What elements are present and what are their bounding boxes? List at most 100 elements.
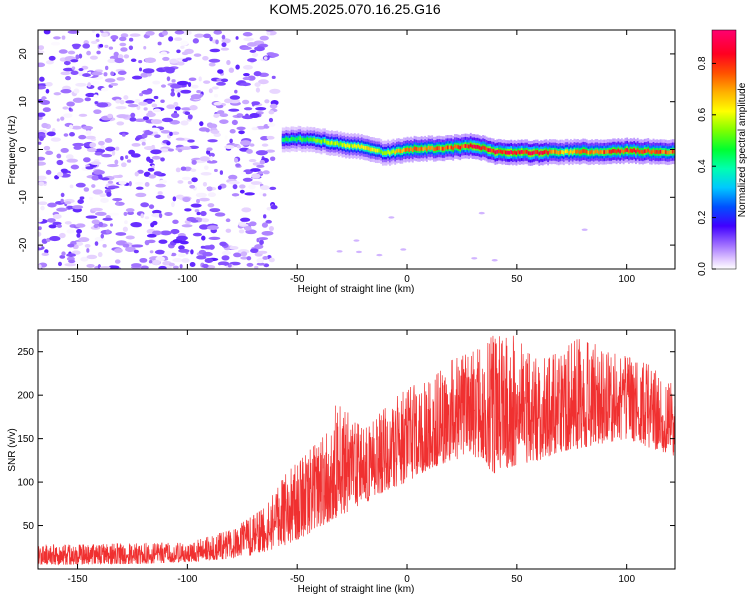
snr-x-tick-label: 0 — [404, 574, 410, 585]
noise-speckle — [38, 115, 43, 121]
noise-speckle — [71, 66, 76, 70]
noise-speckle — [104, 137, 113, 143]
noise-speckle — [149, 250, 154, 254]
noise-speckle — [229, 138, 233, 144]
noise-speckle — [174, 106, 181, 111]
noise-speckle — [202, 56, 209, 61]
noise-speckle — [208, 152, 215, 158]
noise-speckle — [256, 262, 265, 266]
noise-speckle — [160, 51, 168, 56]
noise-speckle — [91, 184, 96, 188]
noise-speckle — [221, 34, 226, 40]
colorbar-tick-label: 0.8 — [697, 56, 708, 70]
ridge-cell — [629, 148, 632, 153]
ridge-cell — [353, 143, 356, 148]
ridge-cell — [403, 147, 405, 152]
noise-speckle — [96, 102, 109, 108]
ridge-cell — [401, 149, 404, 154]
noise-speckle — [70, 70, 79, 76]
noise-speckle — [67, 50, 76, 55]
noise-speckle — [119, 36, 127, 42]
noise-speckle — [190, 249, 194, 255]
noise-speckle — [234, 89, 238, 94]
noise-speckle — [76, 232, 81, 238]
ridge-cell — [492, 148, 495, 153]
ridge-cell — [360, 144, 363, 149]
ridge-cell — [446, 145, 449, 150]
ridge-cell — [659, 149, 662, 154]
noise-speckle — [139, 138, 147, 143]
noise-speckle — [130, 221, 142, 228]
noise-speckle — [228, 174, 238, 180]
noise-speckle — [376, 253, 383, 257]
noise-speckle — [90, 40, 98, 44]
noise-speckle — [265, 219, 272, 224]
noise-speckle — [160, 230, 172, 236]
noise-speckle — [266, 31, 271, 36]
noise-speckle — [195, 192, 207, 198]
ridge-cell — [359, 145, 362, 150]
noise-speckle — [124, 220, 128, 225]
ridge-cell — [531, 151, 534, 156]
noise-speckle — [225, 228, 232, 233]
noise-speckle — [100, 233, 105, 239]
ridge-cell — [373, 147, 376, 152]
ridge-cell — [622, 149, 625, 154]
noise-speckle — [231, 193, 240, 197]
noise-speckle — [117, 54, 124, 60]
noise-speckle — [226, 91, 233, 97]
noise-speckle — [177, 180, 184, 184]
noise-speckle — [179, 264, 183, 269]
ridge-cell — [520, 149, 523, 154]
noise-speckle — [269, 103, 278, 109]
ridge-cell — [306, 136, 309, 141]
spectrogram-y-tick-label: -20 — [18, 237, 29, 252]
noise-speckle — [196, 255, 207, 260]
noise-speckle — [144, 239, 150, 246]
colorbar-label: Normalized spectral amplitude — [737, 82, 748, 217]
ridge-cell — [552, 149, 555, 154]
noise-speckle — [491, 259, 498, 262]
noise-speckle — [61, 251, 66, 256]
ridge-cell — [343, 142, 346, 147]
ridge-cell — [515, 151, 518, 156]
noise-speckle — [259, 35, 269, 41]
noise-speckle — [189, 262, 196, 267]
noise-speckle — [224, 135, 228, 140]
noise-speckle — [71, 125, 82, 130]
noise-speckle — [224, 144, 235, 150]
noise-speckle — [225, 218, 231, 223]
spectrogram-x-tick-label: -100 — [177, 274, 197, 285]
ridge-cell — [626, 148, 629, 152]
noise-speckle — [259, 239, 264, 245]
snr-y-tick-label: 150 — [17, 434, 34, 445]
noise-speckle — [193, 53, 202, 57]
noise-speckle — [104, 44, 109, 49]
noise-speckle — [148, 174, 156, 179]
ridge-cell — [640, 149, 643, 154]
noise-speckle — [242, 177, 253, 182]
colorbar-tick-label: 0.6 — [697, 107, 708, 121]
ridge-cell — [390, 150, 393, 155]
noise-speckle — [101, 153, 113, 158]
ridge-cell — [527, 151, 530, 156]
noise-speckle — [128, 37, 134, 42]
ridge-cell — [663, 149, 666, 154]
ridge-cell — [568, 150, 571, 155]
ridge-cell — [417, 147, 419, 152]
noise-speckle — [180, 45, 185, 49]
noise-speckle — [99, 43, 104, 48]
ridge-cell — [613, 148, 616, 153]
noise-speckle — [208, 236, 221, 241]
noise-speckle — [105, 229, 111, 234]
ridge-cell — [506, 150, 509, 155]
noise-speckle — [125, 155, 129, 160]
noise-speckle — [76, 229, 82, 234]
ridge-cell — [591, 149, 593, 154]
ridge-cell — [383, 151, 386, 155]
noise-speckle — [73, 88, 80, 94]
ridge-cell — [540, 150, 542, 155]
noise-speckle — [168, 36, 174, 42]
ridge-cell — [290, 136, 293, 141]
noise-speckle — [110, 71, 115, 76]
